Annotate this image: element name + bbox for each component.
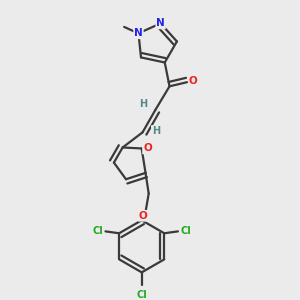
Text: O: O: [143, 143, 152, 154]
Text: O: O: [139, 211, 147, 221]
Text: H: H: [152, 126, 160, 136]
Text: H: H: [139, 99, 147, 110]
Text: N: N: [156, 18, 165, 28]
Text: Cl: Cl: [92, 226, 103, 236]
Text: Cl: Cl: [181, 226, 191, 236]
Text: O: O: [189, 76, 198, 85]
Text: Cl: Cl: [136, 290, 147, 300]
Text: N: N: [134, 28, 143, 38]
